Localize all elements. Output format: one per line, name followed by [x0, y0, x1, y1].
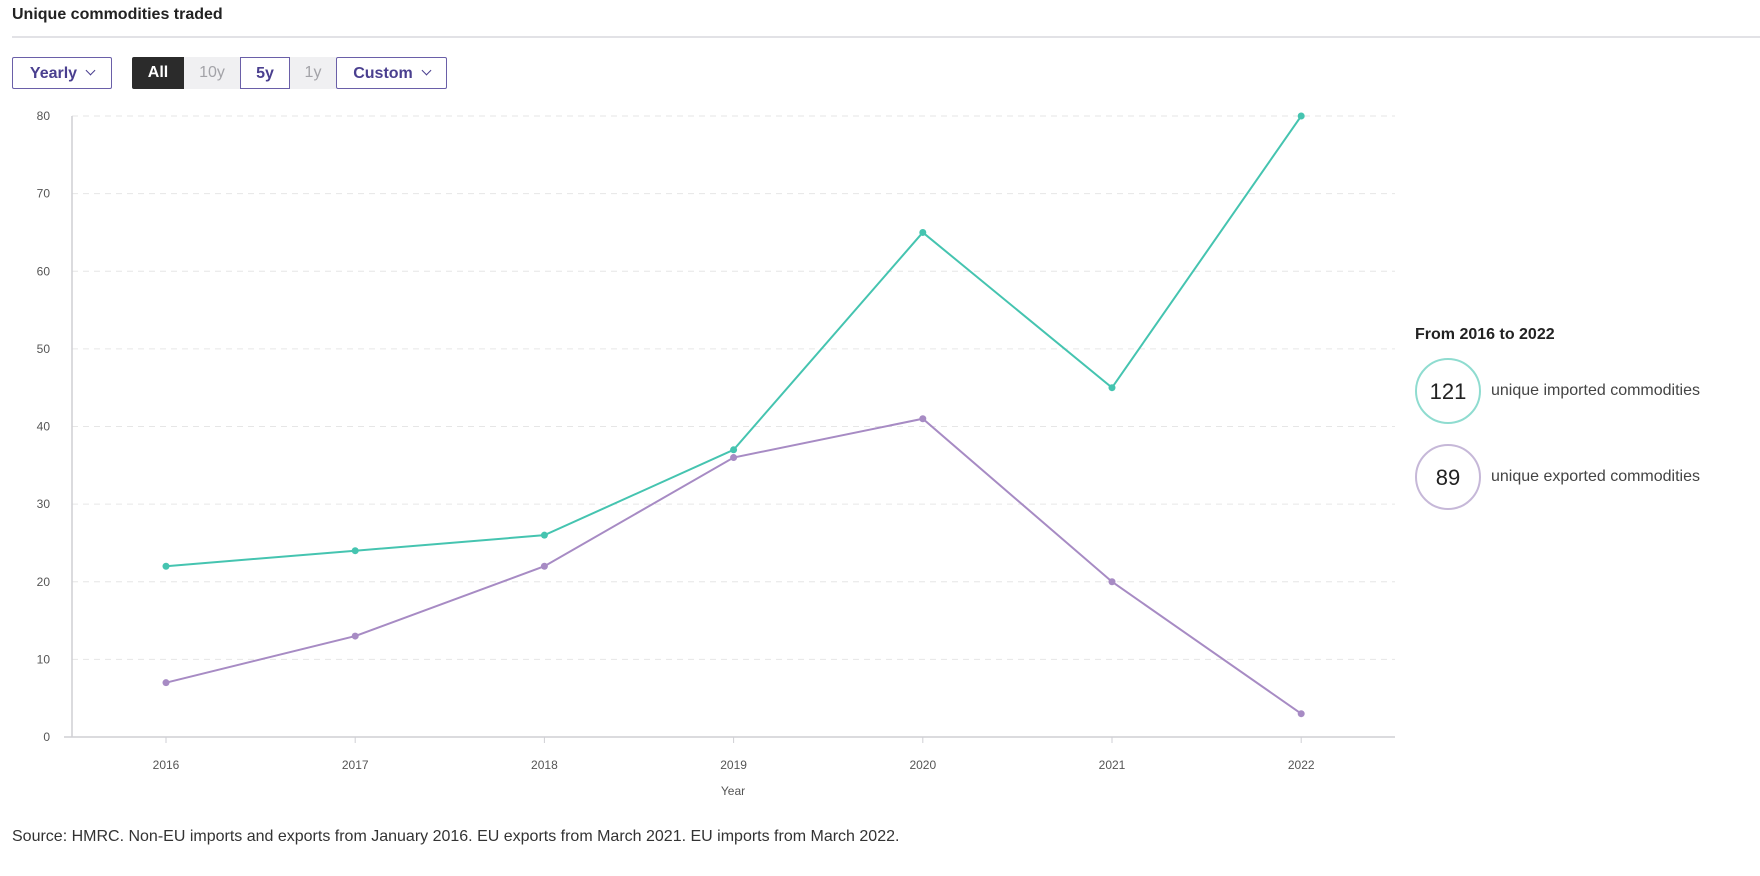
imports-data-point	[1108, 384, 1116, 392]
y-tick-label: 20	[37, 575, 51, 589]
x-axis-title: Year	[721, 784, 745, 798]
x-tick-label: 2017	[342, 758, 369, 772]
frequency-dropdown[interactable]: Yearly	[12, 57, 112, 89]
exported-stat-label: unique exported commodities	[1491, 468, 1701, 485]
y-tick-label: 30	[37, 497, 51, 511]
range-5y-button[interactable]: 5y	[240, 57, 290, 89]
imports-data-point	[540, 531, 548, 539]
exports-data-point	[540, 562, 548, 570]
range-10y-button[interactable]: 10y	[184, 57, 240, 89]
exports-data-point	[1297, 710, 1305, 718]
range-1y-button[interactable]: 1y	[290, 57, 336, 89]
imported-stat: 121 unique imported commodities	[1415, 358, 1755, 428]
y-tick-label: 70	[37, 187, 51, 201]
imports-data-point	[919, 228, 927, 236]
range-all-button[interactable]: All	[132, 57, 184, 89]
chart-title: Unique commodities traded	[12, 6, 223, 23]
exported-count-badge: 89	[1415, 444, 1481, 510]
imported-stat-label: unique imported commodities	[1491, 382, 1700, 399]
line-chart: 0 10 20 30 40 50 60 70 80 2016 2017 2018 2019 2020 202…	[37, 109, 1395, 798]
x-tick-label: 2019	[720, 758, 747, 772]
x-tick-label: 2018	[531, 758, 558, 772]
source-note: Source: HMRC. Non-EU imports and exports…	[12, 828, 900, 845]
x-tick-label: 2022	[1288, 758, 1315, 772]
exports-data-point	[162, 679, 170, 687]
x-tick-label: 2020	[909, 758, 936, 772]
imports-data-point	[351, 547, 359, 555]
y-tick-label: 40	[37, 420, 51, 434]
custom-range-dropdown[interactable]: Custom	[336, 57, 447, 89]
frequency-dropdown-label: Yearly	[29, 65, 78, 82]
imports-data-point	[730, 446, 738, 454]
imports-data-point	[1297, 112, 1305, 120]
exports-series-line	[165, 417, 1302, 715]
y-tick-label: 50	[37, 342, 51, 356]
x-tick-label: 2016	[153, 758, 180, 772]
y-tick-label: 60	[37, 264, 51, 278]
imported-count-badge: 121	[1415, 358, 1481, 424]
custom-range-label: Custom	[353, 65, 413, 82]
imports-data-point	[162, 562, 170, 570]
summary-heading: From 2016 to 2022	[1415, 326, 1555, 343]
imports-series-line	[165, 115, 1303, 568]
y-tick-label: 10	[37, 652, 51, 666]
exports-data-point	[351, 632, 359, 640]
exports-data-point	[730, 454, 738, 462]
exports-data-point	[919, 415, 927, 423]
title-divider	[12, 36, 1760, 38]
exported-stat: 89 unique exported commodities	[1415, 444, 1755, 514]
y-tick-label: 80	[37, 109, 51, 123]
y-tick-label: 0	[43, 730, 50, 744]
summary-panel: From 2016 to 2022 121 unique imported co…	[1415, 326, 1755, 530]
exports-data-point	[1108, 578, 1116, 586]
x-tick-label: 2021	[1099, 758, 1126, 772]
